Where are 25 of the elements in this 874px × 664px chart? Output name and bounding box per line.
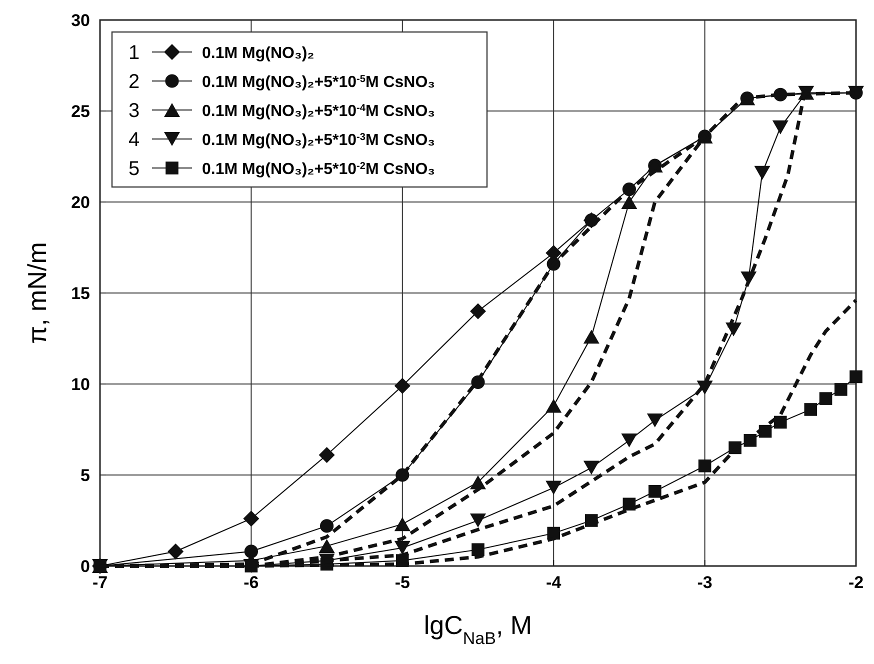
x-tick-label: -2 [848, 573, 864, 592]
annotation: 5 [128, 158, 140, 180]
y-tick-label: 25 [71, 102, 90, 121]
x-tick-label: -4 [546, 573, 562, 592]
legend-label: 0.1M Mg(NO₃)₂+5*10$^{-3}$M CsNO₃ [202, 132, 436, 149]
y-axis-title: π, mN/m [22, 242, 52, 344]
legend-label: 0.1M Mg(NO₃)₂+5*10$^{-2}$M CsNO₃ [202, 160, 436, 178]
x-axis-title: lgC$_{NaB}$, M [424, 610, 532, 648]
x-tick-label: -3 [697, 573, 712, 592]
legend-label: 0.1M Mg(NO₃)₂ [202, 45, 314, 62]
legend-label: 0.1M Mg(NO₃)₂+5*10$^{-5}$M CsNO₃ [202, 74, 436, 91]
annotation: 3 [128, 100, 140, 122]
legend-label: 0.1M Mg(NO₃)₂+5*10$^{-4}$M CsNO₃ [202, 102, 436, 120]
annotation: 2 [128, 71, 140, 93]
y-tick-label: 10 [71, 375, 90, 394]
annotation: 4 [128, 129, 140, 151]
y-tick-label: 5 [80, 466, 90, 485]
y-tick-label: 15 [71, 284, 90, 303]
x-tick-label: -7 [92, 573, 108, 592]
x-tick-label: -6 [244, 573, 259, 592]
y-tick-label: 20 [71, 193, 90, 212]
y-tick-label: 0 [80, 557, 90, 576]
x-tick-label: -5 [394, 573, 410, 592]
y-tick-label: 30 [71, 11, 90, 30]
annotation: 1 [128, 42, 140, 64]
